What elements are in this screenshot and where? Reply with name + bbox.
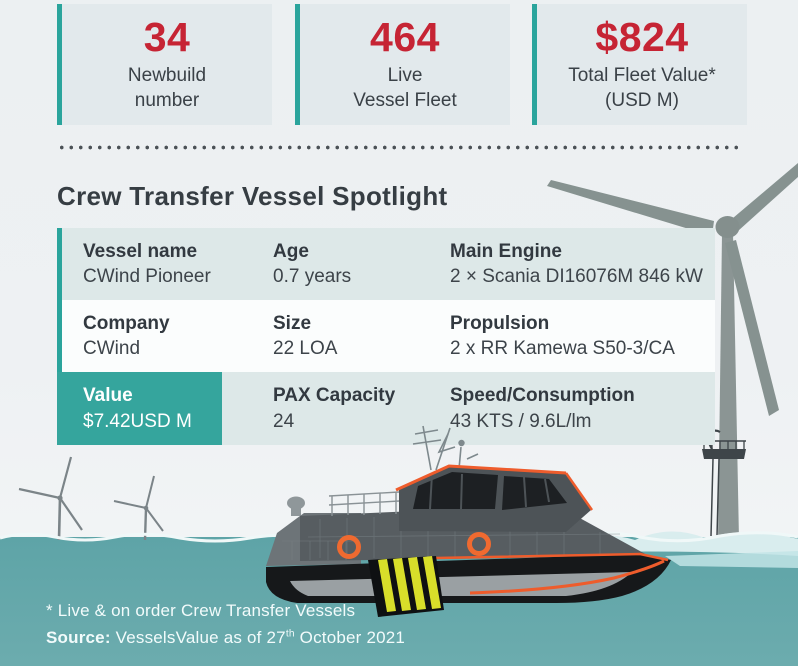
cell-company: Company CWind <box>83 312 170 359</box>
stat-value: $824 <box>595 14 689 60</box>
stat-value: 464 <box>370 14 440 60</box>
stat-card-live-fleet: 464 Live Vessel Fleet <box>295 4 510 125</box>
stat-card-fleet-value: $824 Total Fleet Value* (USD M) <box>532 4 747 125</box>
table-row: Value $7.42USD M PAX Capacity 24 Speed/C… <box>57 372 715 445</box>
stat-label: Live Vessel Fleet <box>353 64 457 111</box>
vessel-spec-table: Vessel name CWind Pioneer Age 0.7 years … <box>57 228 715 445</box>
cell-vessel-name: Vessel name CWind Pioneer <box>83 240 211 287</box>
cell-pax-capacity: PAX Capacity 24 <box>273 385 396 432</box>
cell-size: Size 22 LOA <box>273 312 338 359</box>
source-text: Source: VesselsValue as of 27th October … <box>46 628 406 647</box>
source-label: Source: <box>46 628 111 647</box>
cell-speed-consumption: Speed/Consumption 43 KTS / 9.6L/lm <box>450 385 635 432</box>
cell-age: Age 0.7 years <box>273 240 352 287</box>
footnote-text: * Live & on order Crew Transfer Vessels <box>46 601 356 620</box>
stat-label: Newbuild number <box>127 64 207 111</box>
cell-main-engine: Main Engine 2 × Scania DI16076M 846 kW <box>450 240 703 287</box>
stat-value: 34 <box>143 14 191 60</box>
cell-propulsion: Propulsion 2 x RR Kamewa S50-3/CA <box>450 312 675 359</box>
cell-value: Value $7.42USD M <box>83 385 192 432</box>
wind-turbine-small-right-icon <box>113 475 164 541</box>
page-title: Crew Transfer Vessel Spotlight <box>57 181 448 211</box>
dotted-divider <box>57 145 740 150</box>
table-row: Vessel name CWind Pioneer Age 0.7 years … <box>62 228 715 300</box>
table-row: Company CWind Size 22 LOA Propulsion 2 x… <box>62 300 715 372</box>
value-highlight-cell <box>57 372 222 445</box>
wind-turbine-small-left-icon <box>18 456 83 541</box>
stat-card-newbuild: 34 Newbuild number <box>57 4 272 125</box>
stat-label: Total Fleet Value* (USD M) <box>568 64 716 111</box>
